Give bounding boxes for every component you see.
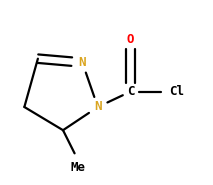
Text: Me: Me [71,161,86,174]
Text: C: C [127,85,134,98]
Text: Cl: Cl [169,85,184,98]
Text: N: N [94,100,102,113]
Text: O: O [127,33,134,46]
Text: N: N [79,56,86,69]
